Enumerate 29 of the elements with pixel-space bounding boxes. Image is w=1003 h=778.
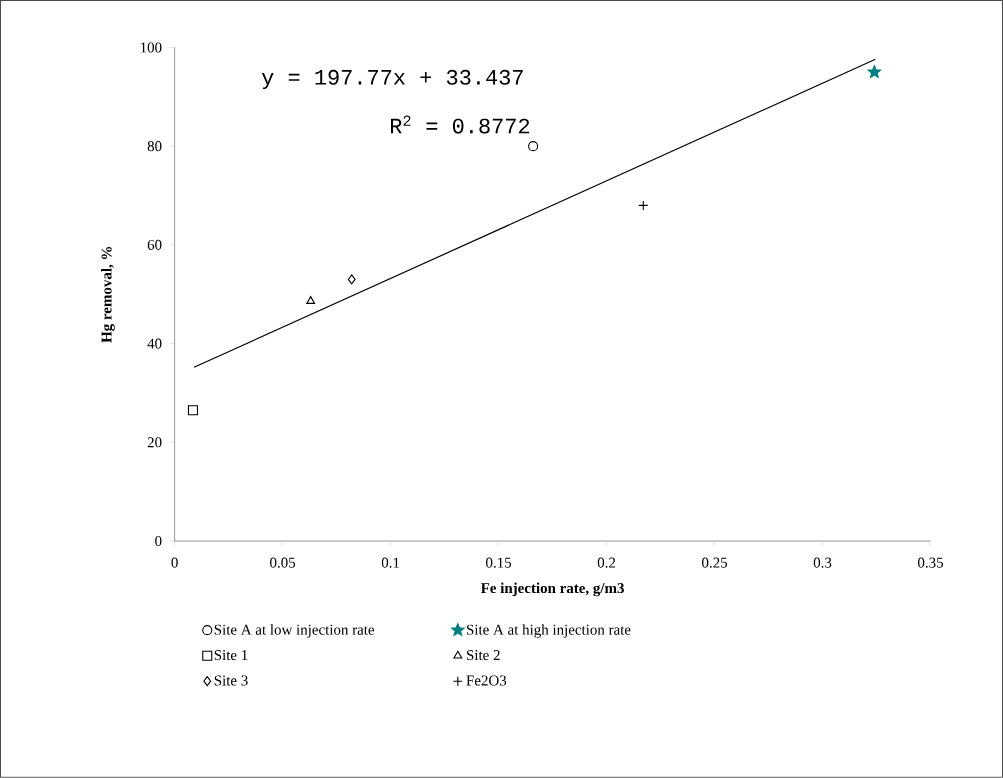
- y-tick-label: 60: [147, 239, 162, 251]
- legend-label: Site A at low injection rate: [214, 624, 375, 638]
- x-axis-title: Fe injection rate, g/m3: [480, 582, 624, 597]
- annotation: R$^{2}$ = 0.8772: [390, 115, 530, 134]
- y-tick-label: 100: [140, 42, 162, 53]
- y-tick-label: 80: [147, 141, 162, 152]
- x-tick-label: 0: [171, 557, 178, 568]
- x-tick-label: 0.3: [813, 557, 832, 568]
- legend-label: Site 3: [214, 675, 248, 686]
- x-tick-label: 0.1: [381, 557, 400, 568]
- y-axis-title: Hg removal, %: [101, 247, 115, 343]
- legend-label: Site 1: [214, 650, 248, 661]
- x-tick-label: 0.2: [597, 557, 616, 568]
- point: [867, 65, 882, 79]
- point: [187, 405, 199, 416]
- point: [528, 141, 539, 152]
- x-tick-label: 0.15: [486, 557, 512, 568]
- y-tick-label: 0: [155, 536, 162, 547]
- point: [347, 274, 356, 285]
- x-tick-label: 0.25: [702, 557, 728, 568]
- x-tick-label: 0.35: [918, 557, 944, 568]
- y-tick-label: 40: [147, 338, 162, 349]
- legend-label: Site A at high injection rate: [467, 624, 631, 638]
- x-tick-label: 0.05: [270, 557, 296, 568]
- legend-label: Site 2: [467, 650, 500, 661]
- y-tick-label: 20: [147, 437, 162, 448]
- point: [306, 296, 316, 305]
- annotation: y = 197.77x + 33.437: [261, 70, 523, 90]
- legend-label: Fe2O3: [466, 675, 507, 686]
